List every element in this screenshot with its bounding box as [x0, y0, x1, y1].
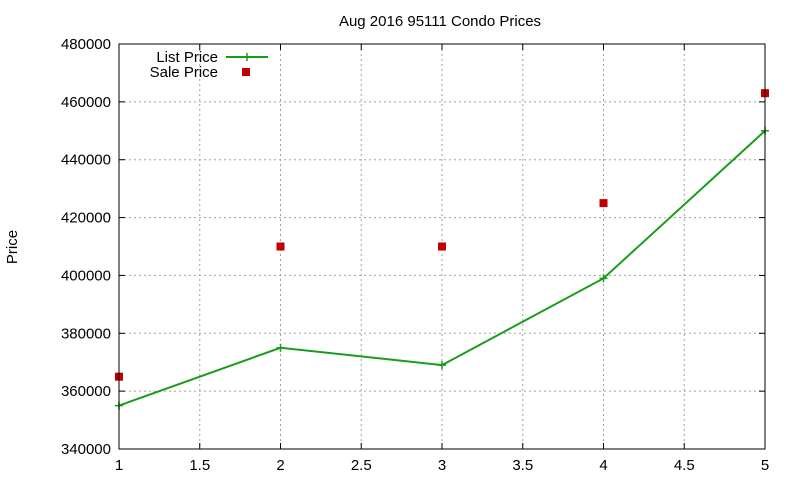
sale-price-point: [599, 199, 608, 208]
y-tick-label: 440000: [61, 152, 111, 169]
y-tick-label: 400000: [61, 267, 111, 284]
chart-title: Aug 2016 95111 Condo Prices: [339, 13, 541, 30]
x-tick-label: 2: [276, 457, 284, 474]
x-tick-label: 5: [761, 457, 769, 474]
x-tick-label: 4.5: [674, 457, 695, 474]
y-tick-label: 380000: [61, 325, 111, 342]
y-tick-label: 340000: [61, 441, 111, 458]
x-tick-label: 3.5: [512, 457, 533, 474]
legend-plus-swatch: [243, 53, 251, 61]
x-tick-label: 1: [115, 457, 123, 474]
list-price-point: [599, 274, 608, 283]
y-tick-label: 360000: [61, 383, 111, 400]
list-price-point: [438, 361, 446, 370]
sale-price-point: [438, 242, 446, 251]
x-tick-label: 1.5: [189, 457, 210, 474]
plot-frame: [118, 43, 766, 450]
y-tick-label: 420000: [61, 210, 111, 227]
legend-square-swatch: [242, 68, 250, 76]
y-tick-label: 480000: [61, 36, 111, 53]
tick-labels: 1 1.5 2 2.5 3 3.5 4 4.5 5 340000 360000 380000 40000…: [61, 36, 769, 474]
x-tick-label: 3: [438, 457, 446, 474]
y-axis-label: Price: [4, 230, 21, 264]
series-layer: [115, 89, 769, 410]
x-tick-label: 4: [599, 457, 607, 474]
legend-entry-list-price-label: List Price: [156, 49, 218, 66]
legend-entry-sale-price-label: Sale Price: [150, 64, 218, 81]
y-tick-label: 460000: [61, 94, 111, 111]
list-price-point: [276, 343, 285, 352]
x-tick-label: 2.5: [351, 457, 372, 474]
sale-price-point: [276, 242, 285, 251]
